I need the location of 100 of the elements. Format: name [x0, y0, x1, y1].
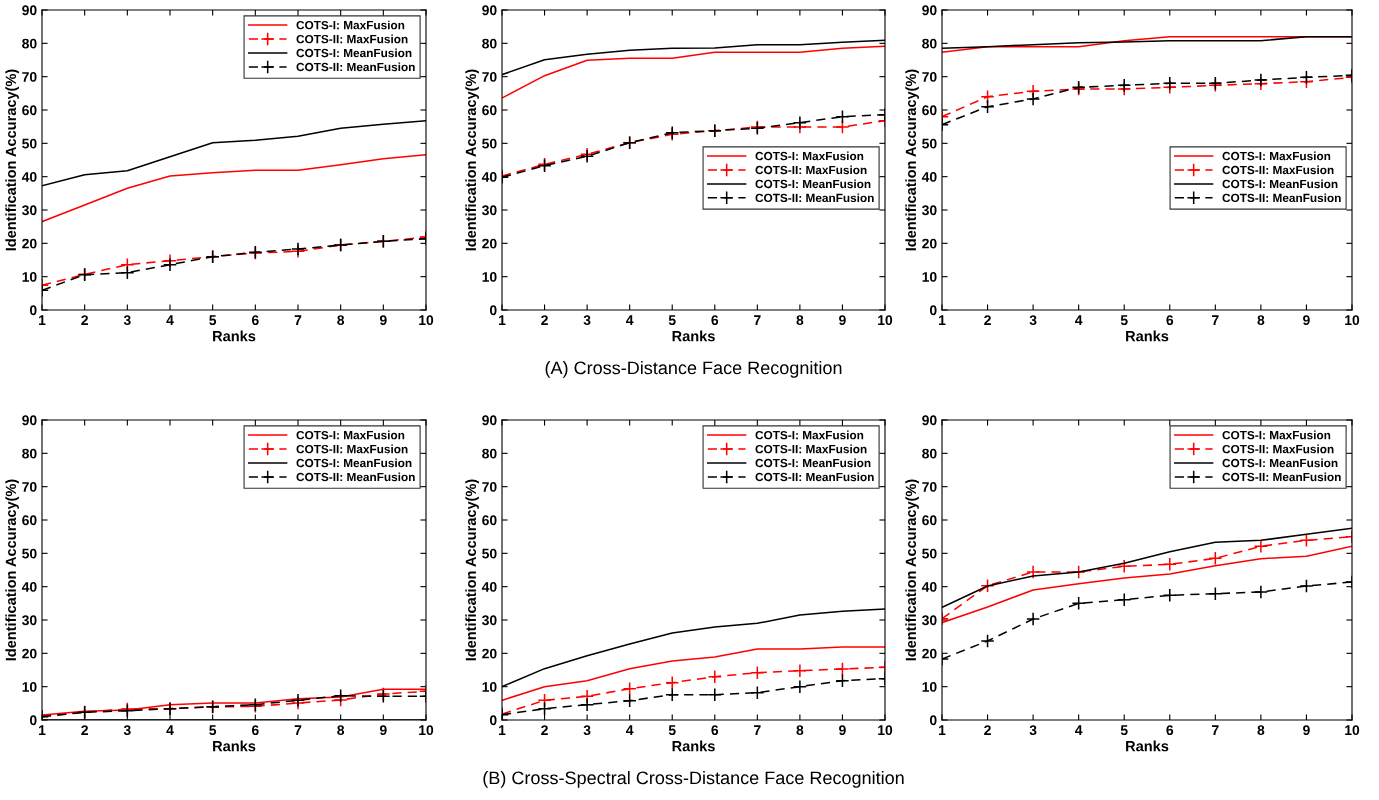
y-tick-label: 90: [922, 415, 937, 426]
x-tick-label: 5: [1120, 725, 1128, 736]
legend-label: COTS-II: MaxFusion: [755, 165, 867, 175]
x-tick-label: 1: [499, 315, 506, 325]
legend-label: COTS-I: MaxFusion: [296, 430, 405, 440]
legend-label: COTS-I: MeanFusion: [755, 179, 871, 189]
x-tick-label: 3: [123, 725, 131, 736]
y-tick-label: 40: [21, 172, 37, 182]
x-tick-label: 8: [1257, 315, 1265, 326]
y-tick-label: 20: [482, 648, 497, 659]
text: (A) Cross-Distance Face Recognition: [545, 361, 842, 378]
y-tick-label: 10: [482, 682, 497, 692]
x-tick-label: 10: [419, 725, 434, 736]
x-tick-label: 5: [1120, 315, 1128, 326]
y-tick-label: 10: [482, 272, 497, 282]
x-tick-label: 5: [209, 725, 217, 736]
x-axis-title: Ranks: [1126, 740, 1169, 752]
x-tick-label: 9: [839, 315, 846, 326]
x-tick-label: 2: [541, 315, 548, 325]
legend-label: COTS-I: MeanFusion: [296, 458, 412, 468]
y-tick-label: 80: [922, 448, 937, 459]
y-tick-label: 40: [921, 582, 937, 592]
x-tick-label: 1: [499, 725, 506, 735]
y-axis-title: Identification Accuracy(%): [5, 479, 19, 661]
x-tick-label: 6: [711, 315, 719, 326]
y-tick-label: 70: [22, 72, 37, 82]
x-axis-title: Ranks: [672, 330, 715, 342]
y-tick-label: 90: [22, 5, 37, 16]
x-tick-label: 9: [379, 725, 387, 736]
y-tick-label: 30: [482, 205, 497, 216]
x-tick-label: 7: [1212, 315, 1219, 325]
x-tick-label: 10: [1345, 315, 1360, 326]
x-tick-label: 5: [668, 315, 676, 326]
legend-label: COTS-I: MeanFusion: [296, 48, 412, 58]
y-tick-label: 20: [22, 238, 37, 249]
x-tick-label: 10: [878, 315, 893, 326]
y-axis-title: Identification Accuracy(%): [465, 69, 479, 251]
legend-label: COTS-II: MeanFusion: [1222, 472, 1341, 482]
y-tick-label: 80: [482, 448, 497, 459]
x-tick-label: 5: [668, 725, 676, 736]
x-tick-label: 6: [1166, 725, 1174, 736]
y-tick-label: 20: [922, 648, 937, 659]
y-tick-label: 50: [22, 138, 37, 149]
legend-label: COTS-I: MaxFusion: [1222, 151, 1331, 161]
x-tick-label: 9: [839, 725, 846, 736]
x-tick-label: 7: [294, 315, 302, 325]
x-tick-label: 8: [337, 725, 345, 736]
y-tick-label: 50: [482, 138, 497, 149]
legend-label: COTS-II: MeanFusion: [1222, 193, 1341, 203]
x-tick-label: 8: [796, 315, 804, 326]
y-tick-label: 70: [482, 72, 497, 82]
y-axis-title: Identification Accuracy(%): [465, 479, 479, 661]
y-tick-label: 40: [21, 582, 37, 592]
x-tick-label: 8: [796, 725, 804, 736]
x-tick-label: 2: [541, 725, 548, 735]
x-tick-label: 6: [251, 725, 259, 736]
y-tick-label: 20: [22, 648, 37, 659]
y-tick-label: 90: [922, 5, 937, 16]
y-tick-label: 40: [481, 172, 497, 182]
y-tick-label: 30: [922, 615, 937, 626]
x-tick-label: 4: [166, 315, 174, 325]
legend-label: COTS-II: MaxFusion: [1222, 444, 1334, 454]
legend-label: COTS-II: MaxFusion: [1222, 165, 1334, 175]
x-tick-label: 7: [1212, 725, 1219, 735]
y-tick-label: 70: [482, 482, 497, 492]
legend-label: COTS-II: MaxFusion: [755, 444, 867, 454]
x-tick-label: 10: [419, 315, 434, 326]
legend-label: COTS-II: MeanFusion: [755, 472, 874, 482]
x-tick-label: 10: [1345, 725, 1360, 736]
x-tick-label: 1: [939, 725, 946, 735]
y-tick-label: 50: [482, 548, 497, 559]
x-tick-label: 7: [754, 315, 761, 325]
x-tick-label: 7: [754, 725, 761, 735]
y-tick-label: 0: [489, 305, 497, 316]
x-tick-label: 10: [878, 725, 893, 736]
x-tick-label: 2: [81, 315, 88, 325]
x-axis-title: Ranks: [1126, 330, 1169, 342]
y-tick-label: 60: [922, 105, 937, 116]
y-tick-label: 80: [482, 38, 497, 49]
y-tick-label: 90: [482, 5, 497, 16]
y-tick-label: 70: [22, 482, 37, 492]
legend-label: COTS-II: MeanFusion: [755, 193, 874, 203]
y-tick-label: 60: [482, 105, 497, 116]
y-tick-label: 0: [29, 305, 37, 316]
x-tick-label: 6: [711, 725, 719, 736]
x-tick-label: 2: [81, 725, 88, 735]
y-tick-label: 30: [482, 615, 497, 626]
text: (B) Cross-Spectral Cross-Distance Face Recognition: [483, 771, 904, 788]
x-tick-label: 4: [626, 315, 634, 325]
legend-label: COTS-I: MeanFusion: [1222, 179, 1338, 189]
x-tick-label: 4: [166, 725, 174, 735]
x-axis-title: Ranks: [213, 740, 256, 752]
legend-label: COTS-I: MeanFusion: [755, 458, 871, 468]
x-tick-label: 4: [1075, 315, 1083, 325]
y-tick-label: 30: [22, 615, 37, 626]
y-axis-title: Identification Accuracy(%): [5, 69, 19, 251]
x-tick-label: 3: [583, 315, 591, 326]
legend-label: COTS-II: MeanFusion: [296, 472, 415, 482]
y-tick-label: 70: [922, 482, 937, 492]
y-tick-label: 40: [921, 172, 937, 182]
